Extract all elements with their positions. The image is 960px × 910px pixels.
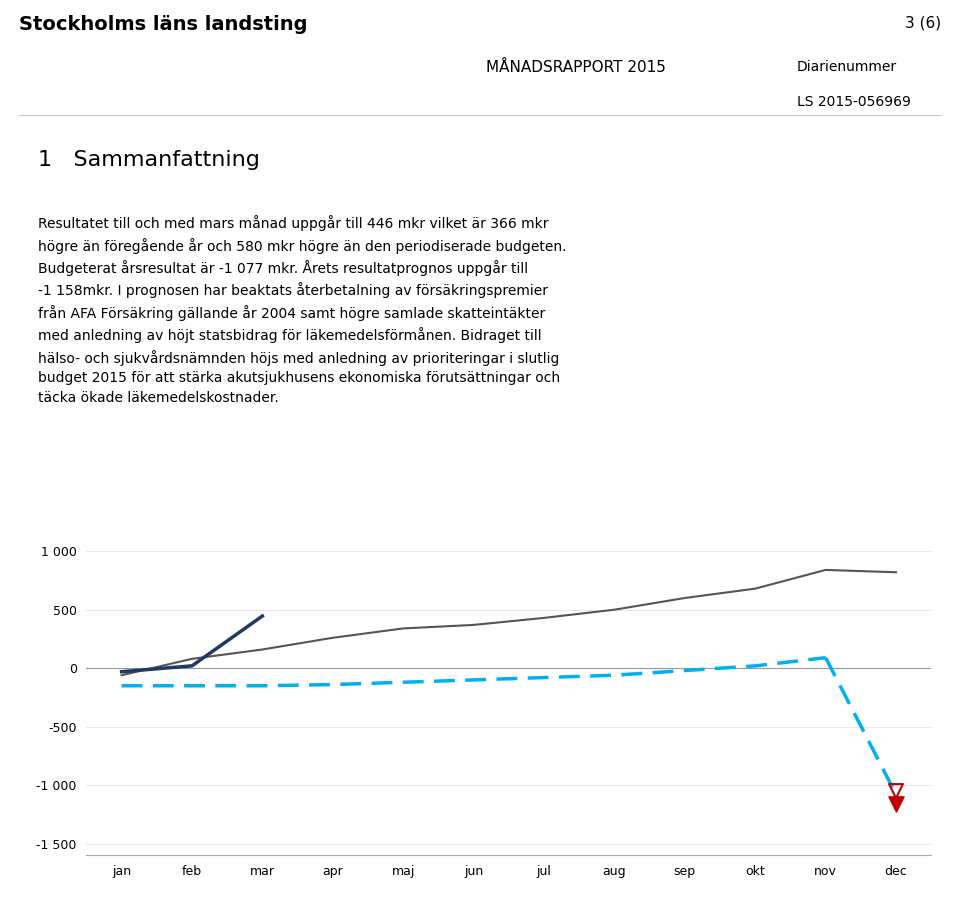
Text: LS 2015-056969: LS 2015-056969 [797,96,911,109]
Text: MÅNADSRAPPORT 2015: MÅNADSRAPPORT 2015 [486,60,666,76]
Text: Resultatet till och med mars månad uppgår till 446 mkr vilket är 366 mkr
högre ä: Resultatet till och med mars månad uppgå… [38,216,567,405]
Point [888,784,903,798]
Text: 1   Sammanfattning: 1 Sammanfattning [38,150,260,170]
Text: Diarienummer: Diarienummer [797,60,897,74]
Point [888,796,903,811]
Text: Stockholms läns landsting: Stockholms läns landsting [19,15,308,34]
Text: 3 (6): 3 (6) [904,15,941,30]
